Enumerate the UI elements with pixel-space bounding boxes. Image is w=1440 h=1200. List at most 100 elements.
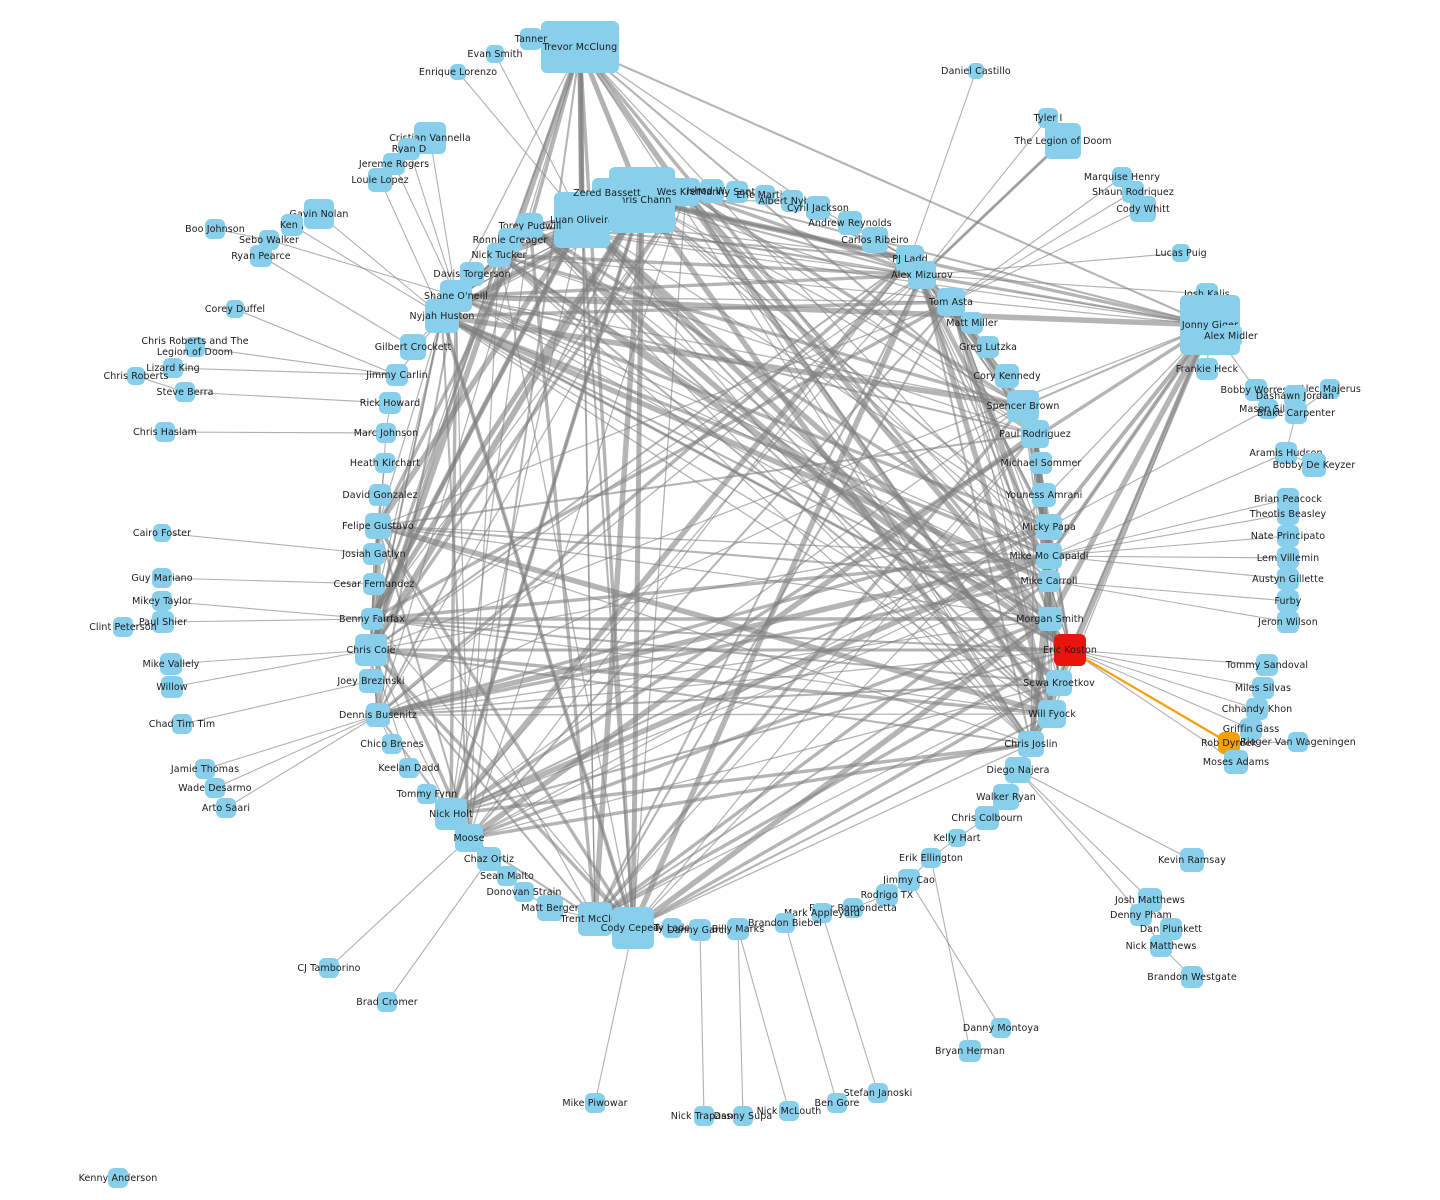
graph-node[interactable] [755, 185, 775, 205]
graph-node[interactable] [578, 902, 612, 936]
graph-node[interactable] [862, 227, 888, 253]
graph-node[interactable] [386, 364, 408, 386]
graph-node[interactable] [108, 1168, 128, 1188]
graph-node[interactable] [991, 1018, 1011, 1038]
graph-node[interactable] [672, 178, 700, 206]
graph-node[interactable] [1018, 731, 1044, 757]
graph-node[interactable] [172, 714, 192, 734]
graph-node[interactable] [662, 918, 682, 938]
graph-node[interactable] [1046, 670, 1072, 696]
graph-node[interactable] [908, 261, 936, 289]
graph-node[interactable] [843, 898, 863, 918]
graph-node[interactable] [700, 179, 724, 203]
graph-node[interactable] [375, 453, 395, 473]
graph-node[interactable] [1277, 525, 1299, 547]
graph-node[interactable] [355, 634, 387, 666]
graph-node[interactable] [281, 214, 303, 236]
graph-node[interactable] [779, 1101, 799, 1121]
graph-node[interactable] [1220, 325, 1242, 347]
graph-node[interactable] [1130, 196, 1156, 222]
graph-node[interactable] [450, 64, 466, 80]
graph-node[interactable] [161, 676, 183, 698]
graph-node[interactable] [937, 288, 965, 316]
graph-node[interactable] [1252, 677, 1274, 699]
graph-node[interactable] [1021, 420, 1049, 448]
graph-node[interactable] [1181, 966, 1203, 988]
graph-node[interactable] [781, 190, 803, 212]
graph-node[interactable] [369, 484, 391, 506]
graph-node[interactable] [1275, 442, 1297, 464]
graph-node[interactable] [592, 178, 622, 208]
graph-node[interactable] [827, 1093, 847, 1113]
graph-node[interactable] [1045, 123, 1081, 159]
graph-node[interactable] [1288, 732, 1308, 752]
graph-node[interactable] [1030, 452, 1052, 474]
graph-node[interactable] [1240, 718, 1262, 740]
graph-node[interactable] [775, 913, 795, 933]
graph-node[interactable] [205, 778, 225, 798]
graph-node[interactable] [1320, 379, 1340, 399]
graph-node[interactable] [361, 608, 383, 630]
graph-node[interactable] [477, 847, 501, 871]
graph-node[interactable] [1038, 700, 1066, 728]
graph-node[interactable] [1038, 570, 1060, 592]
graph-node[interactable] [726, 181, 748, 203]
graph-node[interactable] [216, 798, 236, 818]
graph-node[interactable] [977, 336, 999, 358]
graph-node[interactable] [1160, 918, 1182, 940]
graph-node[interactable] [152, 611, 174, 633]
graph-node[interactable] [1196, 358, 1218, 380]
graph-node[interactable] [1172, 244, 1190, 262]
graph-node[interactable] [153, 524, 171, 542]
graph-node[interactable] [425, 299, 459, 333]
graph-node[interactable] [1005, 757, 1031, 783]
graph-node[interactable] [898, 869, 920, 891]
graph-node[interactable] [319, 958, 339, 978]
graph-node[interactable] [1036, 543, 1062, 569]
graph-node[interactable] [733, 1106, 753, 1126]
graph-node[interactable] [363, 543, 385, 565]
graph-node[interactable] [1224, 750, 1248, 774]
graph-node[interactable] [368, 168, 392, 192]
graph-node[interactable] [1302, 453, 1326, 477]
graph-node[interactable] [1038, 607, 1062, 631]
graph-node[interactable] [366, 703, 390, 727]
graph-node[interactable] [155, 422, 175, 442]
graph-node[interactable] [1150, 935, 1172, 957]
graph-node[interactable] [876, 884, 898, 906]
graph-node[interactable] [417, 784, 437, 804]
graph-node[interactable] [993, 784, 1019, 810]
graph-node[interactable] [968, 63, 984, 79]
graph-node[interactable] [175, 382, 195, 402]
graph-node[interactable] [376, 423, 396, 443]
graph-node[interactable] [1284, 385, 1306, 407]
graph-node[interactable] [226, 300, 244, 318]
graph-node[interactable] [205, 219, 225, 239]
graph-node[interactable] [868, 1083, 888, 1103]
graph-node[interactable] [163, 358, 183, 378]
graph-node[interactable] [1277, 547, 1299, 569]
graph-node[interactable] [487, 243, 511, 267]
graph-node[interactable] [1277, 590, 1299, 612]
graph-node[interactable] [377, 992, 397, 1012]
graph-node[interactable] [1218, 732, 1240, 754]
graph-node[interactable] [113, 617, 133, 637]
graph-node[interactable] [520, 28, 542, 50]
graph-node[interactable] [1246, 698, 1268, 720]
graph-node[interactable] [359, 669, 383, 693]
graph-node[interactable] [921, 848, 941, 868]
graph-node[interactable] [1180, 848, 1204, 872]
graph-node[interactable] [1054, 634, 1086, 666]
graph-node[interactable] [152, 568, 172, 588]
graph-node[interactable] [959, 1040, 981, 1062]
graph-node[interactable] [152, 591, 172, 611]
graph-node[interactable] [497, 866, 517, 886]
graph-node[interactable] [975, 806, 999, 830]
graph-node[interactable] [1277, 503, 1299, 525]
graph-node[interactable] [961, 312, 983, 334]
graph-node[interactable] [160, 653, 182, 675]
graph-node[interactable] [195, 759, 215, 779]
graph-node[interactable] [806, 196, 830, 220]
graph-node[interactable] [612, 907, 654, 949]
graph-node[interactable] [1007, 390, 1039, 422]
